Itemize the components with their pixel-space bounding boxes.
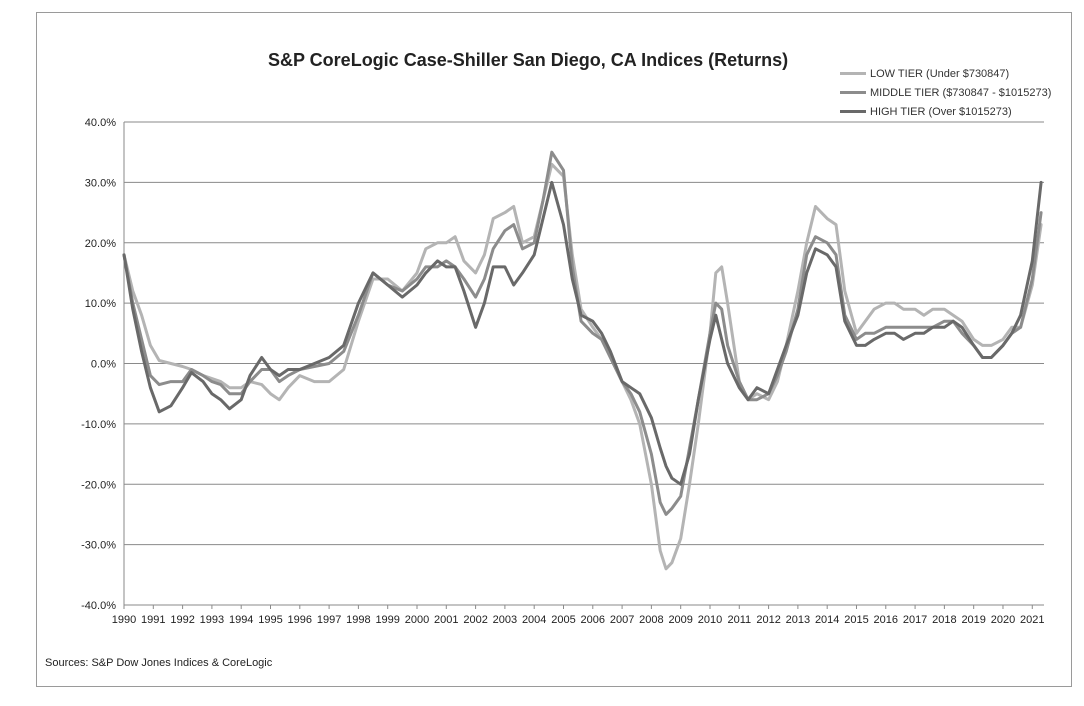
legend-item-low-tier: LOW TIER (Under $730847) <box>840 64 1051 83</box>
y-tick-label: -20.0% <box>81 479 116 491</box>
legend-label-middle-tier: MIDDLE TIER ($730847 - $1015273) <box>870 86 1052 99</box>
x-tick-label: 1991 <box>141 614 165 626</box>
x-tick-label: 1996 <box>288 614 312 626</box>
x-tick-label: 1998 <box>346 614 370 626</box>
chart-title: S&P CoreLogic Case-Shiller San Diego, CA… <box>268 50 789 70</box>
x-tick-label: 2009 <box>668 614 692 626</box>
x-tick-label: 2005 <box>551 614 575 626</box>
y-tick-label: 20.0% <box>85 238 116 250</box>
y-tick-labels: 40.0% 30.0% 20.0% 10.0% 0.0% -10.0% -20.0% -30.… <box>81 117 116 612</box>
x-tick-label: 2008 <box>639 614 663 626</box>
series-lines <box>122 150 1043 571</box>
x-tick-label: 2011 <box>727 614 751 626</box>
x-tick-label: 2013 <box>786 614 810 626</box>
x-tick-label: 2016 <box>874 614 898 626</box>
x-tick-label: 2012 <box>756 614 780 626</box>
x-tick-label: 2010 <box>698 614 722 626</box>
y-tick-label: 0.0% <box>91 359 116 371</box>
x-tick-label: 2000 <box>405 614 429 626</box>
x-tick-label: 1992 <box>170 614 194 626</box>
x-tick-labels: 1990 1991 1992 1993 1994 1995 1996 1997 1998 1999… <box>112 614 1045 626</box>
chart-legend: LOW TIER (Under $730847) MIDDLE TIER ($7… <box>840 64 1051 121</box>
gridlines <box>123 121 1044 609</box>
x-tick-label: 1993 <box>200 614 224 626</box>
x-tick-label: 2002 <box>463 614 487 626</box>
x-tick-label: 2014 <box>815 614 839 626</box>
x-tick-label: 2004 <box>522 614 546 626</box>
series-line-low-tier <box>122 162 1043 571</box>
y-tick-label: 10.0% <box>85 298 116 310</box>
legend-swatch-high-tier <box>840 110 866 113</box>
x-tick-label: 2003 <box>493 614 517 626</box>
legend-item-middle-tier: MIDDLE TIER ($730847 - $1015273) <box>840 83 1051 102</box>
y-tick-label: -40.0% <box>81 600 116 612</box>
series-line-middle-tier <box>122 150 1043 516</box>
y-tick-label: 30.0% <box>85 177 116 189</box>
y-tick-label: -30.0% <box>81 540 116 552</box>
x-tick-label: 2007 <box>610 614 634 626</box>
legend-item-high-tier: HIGH TIER (Over $1015273) <box>840 102 1051 121</box>
x-tick-label: 2020 <box>991 614 1015 626</box>
y-tick-label: 40.0% <box>85 117 116 129</box>
legend-label-high-tier: HIGH TIER (Over $1015273) <box>870 105 1012 118</box>
series-line-high-tier <box>122 180 1043 486</box>
y-tick-label: -10.0% <box>81 419 116 431</box>
x-tick-label: 2001 <box>434 614 458 626</box>
x-tick-label: 1995 <box>258 614 282 626</box>
x-tick-label: 1990 <box>112 614 136 626</box>
x-tick-label: 2017 <box>903 614 927 626</box>
x-tick-label: 1994 <box>229 614 253 626</box>
x-tick-label: 2021 <box>1020 614 1044 626</box>
x-tick-label: 2006 <box>581 614 605 626</box>
x-tick-label: 2019 <box>961 614 985 626</box>
legend-label-low-tier: LOW TIER (Under $730847) <box>870 67 1010 80</box>
x-tick-label: 1997 <box>317 614 341 626</box>
x-tick-label: 2015 <box>844 614 868 626</box>
source-note: Sources: S&P Dow Jones Indices & CoreLog… <box>45 657 273 669</box>
legend-swatch-low-tier <box>840 72 866 75</box>
legend-swatch-middle-tier <box>840 91 866 94</box>
x-tick-label: 2018 <box>932 614 956 626</box>
chart-frame <box>36 12 1072 687</box>
x-tick-label: 1999 <box>375 614 399 626</box>
